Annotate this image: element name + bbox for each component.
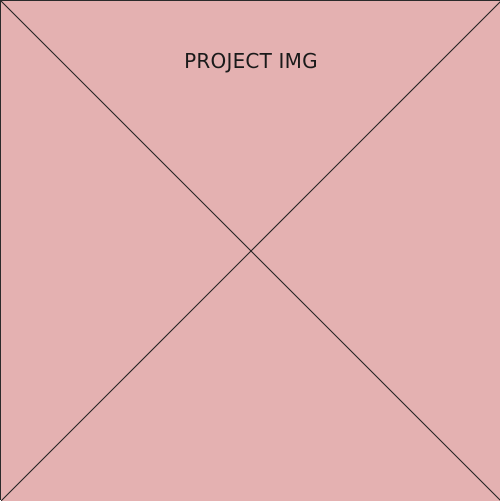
placeholder-label: PROJECT IMG <box>184 49 318 73</box>
